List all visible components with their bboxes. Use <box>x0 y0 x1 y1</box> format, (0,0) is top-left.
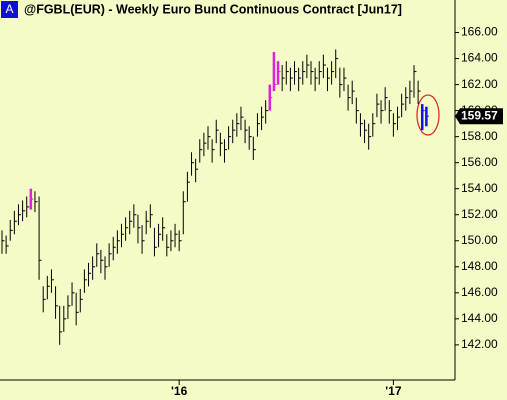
y-tick-label: 152.00 <box>461 207 498 221</box>
y-tick-label: 156.00 <box>461 155 498 169</box>
y-tick-label: 144.00 <box>461 311 498 325</box>
y-tick-label: 162.00 <box>461 77 498 91</box>
y-tick-label: 148.00 <box>461 259 498 273</box>
y-tick-label: 142.00 <box>461 337 498 351</box>
y-tick-label: 164.00 <box>461 51 498 65</box>
y-tick-label: 158.00 <box>461 129 498 143</box>
x-tick-label: '17 <box>385 384 402 398</box>
y-tick-label: 154.00 <box>461 181 498 195</box>
annotation-circle <box>416 94 440 136</box>
x-tick-label: '16 <box>171 384 188 398</box>
y-tick-label: 146.00 <box>461 285 498 299</box>
last-price-box <box>455 108 503 125</box>
badge-box <box>1 1 18 18</box>
y-tick-label: 166.00 <box>461 25 498 39</box>
y-tick-label: 150.00 <box>461 233 498 247</box>
last-price-label: 159.57 <box>461 108 498 122</box>
badge: A <box>5 2 13 16</box>
chart-title: @FGBL(EUR) - Weekly Euro Bund Continuous… <box>24 2 402 16</box>
